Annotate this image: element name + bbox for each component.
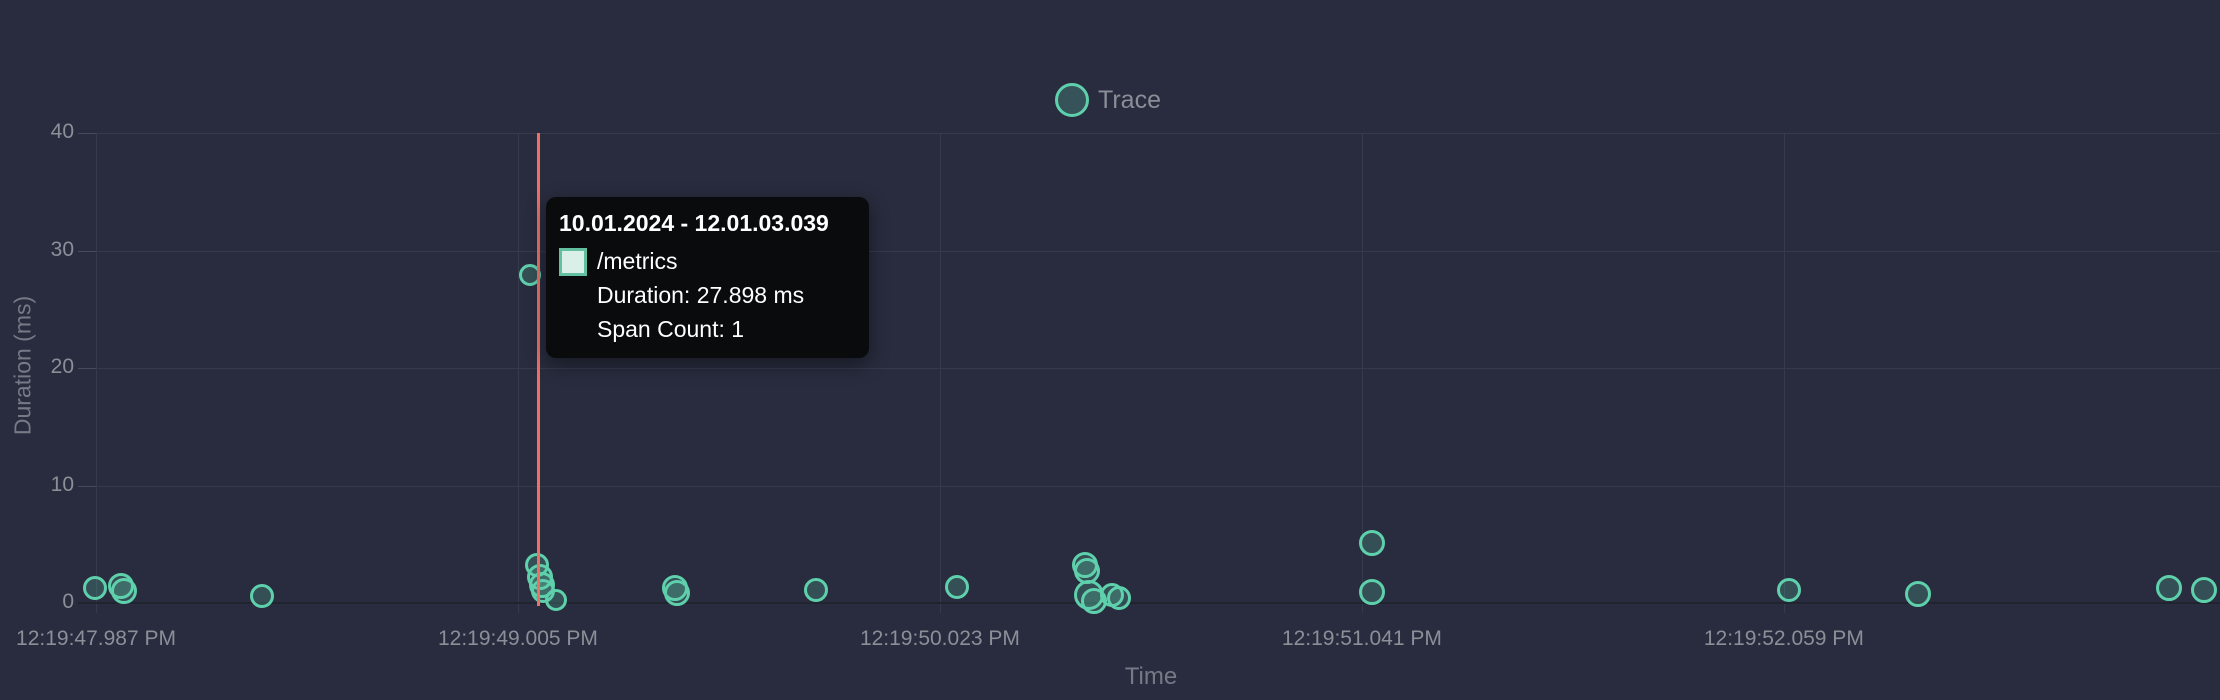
tooltip: 10.01.2024 - 12.01.03.039 /metrics Durat…: [546, 197, 869, 358]
trace-point[interactable]: [944, 575, 969, 600]
trace-point[interactable]: [664, 580, 691, 606]
y-axis-title: Duration (ms): [9, 295, 36, 436]
x-tick-label: 12:19:50.023 PM: [859, 627, 1020, 650]
y-tick-label: 10: [50, 472, 74, 496]
trace-point[interactable]: [2191, 577, 2218, 604]
x-gridline: [939, 133, 941, 613]
y-gridline: [96, 250, 2220, 252]
y-tick-label: 0: [62, 590, 74, 613]
tooltip-span-count: Span Count: 1: [597, 316, 745, 342]
y-tick-mark: [78, 133, 96, 134]
tooltip-duration: Duration: 27.898 ms: [597, 282, 805, 308]
x-axis-title: Time: [1124, 663, 1178, 690]
y-gridline: [96, 368, 2220, 369]
trace-point[interactable]: [1359, 530, 1386, 557]
trace-point[interactable]: [250, 583, 275, 608]
trace-point[interactable]: [803, 578, 828, 603]
y-tick-mark: [78, 368, 96, 369]
trace-point[interactable]: [1905, 581, 1932, 608]
trace-point[interactable]: [2155, 574, 2182, 601]
x-gridline: [1361, 133, 1363, 613]
x-tick-label: 12:19:49.005 PM: [437, 627, 598, 650]
series-color-swatch-icon: [559, 247, 587, 276]
x-tick-label: 12:19:52.059 PM: [1703, 627, 1864, 650]
trace-point[interactable]: [111, 578, 138, 605]
trace-point[interactable]: [1777, 578, 1802, 603]
trace-point[interactable]: [83, 575, 108, 600]
hover-axis-pointer-line: [536, 133, 540, 606]
trace-series-marker-icon: [1055, 83, 1089, 117]
tooltip-title: 10.01.2024 - 12.01.03.039: [559, 210, 829, 236]
trace-point[interactable]: [1106, 585, 1131, 610]
x-gridline: [517, 133, 519, 613]
legend-label: Trace: [1098, 85, 1161, 114]
trace-point[interactable]: [545, 589, 568, 612]
y-tick-label: 20: [50, 355, 74, 378]
legend-item-trace[interactable]: Trace: [1055, 83, 1161, 117]
trace-point[interactable]: [1359, 578, 1386, 605]
y-tick-label: 40: [50, 120, 74, 143]
x-tick-label: 12:19:47.987 PM: [16, 627, 176, 650]
x-gridline: [1783, 133, 1785, 613]
y-gridline: [96, 485, 2220, 487]
y-tick-mark: [78, 485, 96, 487]
x-axis-line: [78, 602, 2220, 604]
y-tick-mark: [78, 250, 96, 252]
y-tick-label: 30: [50, 237, 74, 261]
x-tick-label: 12:19:51.041 PM: [1281, 627, 1442, 650]
y-gridline: [96, 133, 2220, 134]
x-gridline: [96, 133, 97, 613]
tooltip-series-name: /metrics: [597, 248, 678, 274]
